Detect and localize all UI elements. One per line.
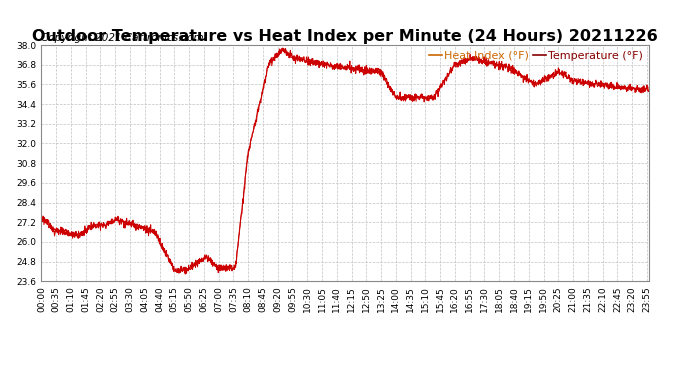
Legend: Heat Index (°F), Temperature (°F): Heat Index (°F), Temperature (°F) (429, 51, 643, 60)
Title: Outdoor Temperature vs Heat Index per Minute (24 Hours) 20211226: Outdoor Temperature vs Heat Index per Mi… (32, 29, 658, 44)
Text: Copyright 2021 Cartronics.com: Copyright 2021 Cartronics.com (41, 33, 204, 43)
